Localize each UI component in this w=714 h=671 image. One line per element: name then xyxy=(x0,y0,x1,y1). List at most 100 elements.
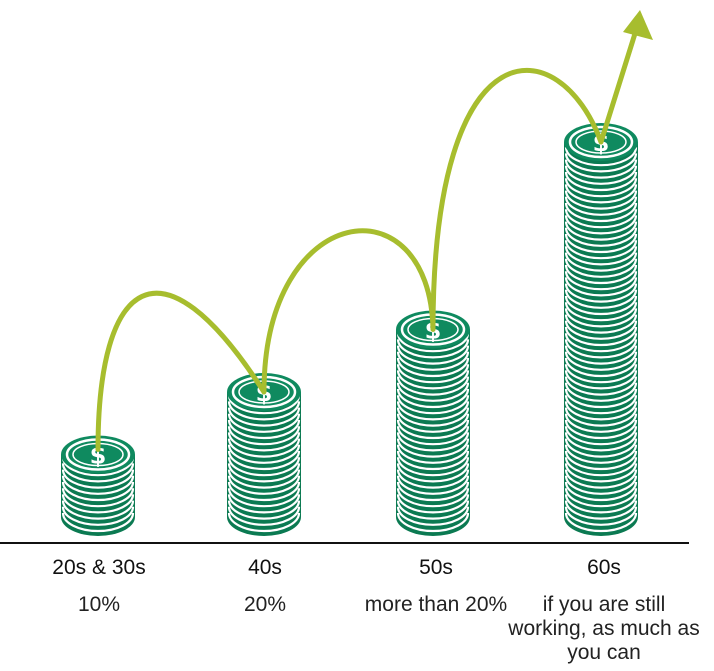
coin-edge-line xyxy=(564,314,638,334)
coin-edge-line xyxy=(564,488,638,508)
coin-edge-line xyxy=(564,450,638,471)
coin-edge-line xyxy=(564,215,638,235)
coin-edge-line xyxy=(564,289,638,309)
coin-edge-line xyxy=(564,202,638,223)
coin-edge-line xyxy=(227,401,301,421)
coin-edge-line xyxy=(61,500,135,520)
arrow-head-icon xyxy=(623,10,653,40)
coin-edge-line xyxy=(564,209,638,229)
coin-edge-line xyxy=(227,481,301,502)
coin-edge-line xyxy=(564,512,638,533)
coin-edge-line xyxy=(564,252,638,272)
coin-edge-line xyxy=(396,395,470,415)
coin-edge-line xyxy=(396,438,470,458)
coin-edge-line xyxy=(564,271,638,291)
coin-edge-line xyxy=(564,388,638,409)
coin-edge-line xyxy=(227,488,301,508)
coin-edge-line xyxy=(564,196,638,216)
coin-edge-line xyxy=(227,438,301,458)
stack-bottom xyxy=(227,498,301,536)
coin-edge-line xyxy=(396,463,470,483)
coin-edge-line xyxy=(564,364,638,384)
coin-edge-line xyxy=(564,258,638,278)
value-label-50s: more than 20% xyxy=(364,593,508,616)
coin-edge-line xyxy=(396,376,470,396)
coin-edge-line xyxy=(564,370,638,390)
coin-edge-line xyxy=(564,171,638,192)
coin-edge-line xyxy=(61,463,135,483)
coin-edge-line xyxy=(564,302,638,322)
stack-body xyxy=(564,142,638,517)
coin-edge-line xyxy=(564,246,638,266)
coin-edge-line xyxy=(227,432,301,452)
dollar-coin-icon: $ xyxy=(90,442,107,470)
coin-edge-line xyxy=(564,233,638,254)
coin-edge-line xyxy=(61,469,135,489)
coin-edge-line xyxy=(396,444,470,464)
coin-edge-line xyxy=(61,506,135,526)
coin-edge-line xyxy=(564,463,638,483)
coin-edge-line xyxy=(564,339,638,359)
coin-edge-line xyxy=(61,512,135,533)
coin-edge-line xyxy=(227,419,301,440)
coin-edge-line xyxy=(396,450,470,471)
growth-arrow xyxy=(95,21,641,452)
coin-edge-line xyxy=(564,153,638,173)
coin-edge-line xyxy=(396,469,470,489)
coin-edge-line xyxy=(227,469,301,489)
coin-edge-line xyxy=(227,475,301,495)
coin-edge-line xyxy=(227,463,301,483)
coin-edge-line xyxy=(61,488,135,508)
coin-edge-line xyxy=(564,494,638,514)
coin-edge-line xyxy=(564,147,638,167)
coin-edge-line xyxy=(564,457,638,477)
coin-edge-line xyxy=(396,432,470,452)
coin-edge-line xyxy=(396,388,470,409)
coin-edge-line xyxy=(227,444,301,464)
coin-edge-line xyxy=(564,240,638,260)
coin-edge-line xyxy=(227,426,301,446)
stack-bottom xyxy=(396,498,470,536)
coin-edge-line xyxy=(396,512,470,533)
category-label-40s: 40s xyxy=(248,556,282,579)
coin-edge-line xyxy=(564,500,638,520)
coin-edge-line xyxy=(396,351,470,371)
coin-edge-line xyxy=(564,376,638,396)
coin-edge-line xyxy=(227,494,301,514)
value-label-40s: 20% xyxy=(243,593,287,616)
coin-edge-line xyxy=(564,345,638,365)
coin-edge-line xyxy=(564,426,638,446)
coin-edge-line xyxy=(564,444,638,464)
coin-edge-line xyxy=(227,512,301,533)
coin-edge-line xyxy=(396,401,470,421)
coin-edge-line xyxy=(564,506,638,526)
coin-edge-line xyxy=(396,345,470,365)
coin-edge-line xyxy=(564,221,638,241)
coin-stacks: $ $ $ $ xyxy=(61,123,638,536)
coin-edge-line xyxy=(564,227,638,247)
coin-edge-line xyxy=(564,326,638,347)
coin-top-ring xyxy=(568,125,634,159)
coin-edge-line xyxy=(564,277,638,297)
coin-edge-line xyxy=(61,475,135,495)
coin-edge-line xyxy=(61,481,135,502)
coin-edge-line xyxy=(227,506,301,526)
coin-edge-line xyxy=(564,184,638,204)
coin-edge-line xyxy=(564,432,638,452)
coin-edge-line xyxy=(61,494,135,514)
coin-edge-line xyxy=(564,295,638,316)
coin-edge-line xyxy=(564,438,638,458)
coin-edge-line xyxy=(564,264,638,285)
stack-bottom xyxy=(61,498,135,536)
value-label-60s: if you are still working, as much as you… xyxy=(508,593,700,664)
coin-edge-line xyxy=(227,407,301,427)
category-label-20s-30s: 20s & 30s xyxy=(52,556,146,579)
coin-edge-line xyxy=(396,407,470,427)
coin-edge-line xyxy=(396,339,470,359)
coin-edge-line xyxy=(227,500,301,520)
coin-edge-line xyxy=(564,413,638,433)
coin-edge-line xyxy=(61,457,135,477)
category-label-60s: 60s xyxy=(587,556,621,579)
coin-edge-line xyxy=(564,190,638,210)
